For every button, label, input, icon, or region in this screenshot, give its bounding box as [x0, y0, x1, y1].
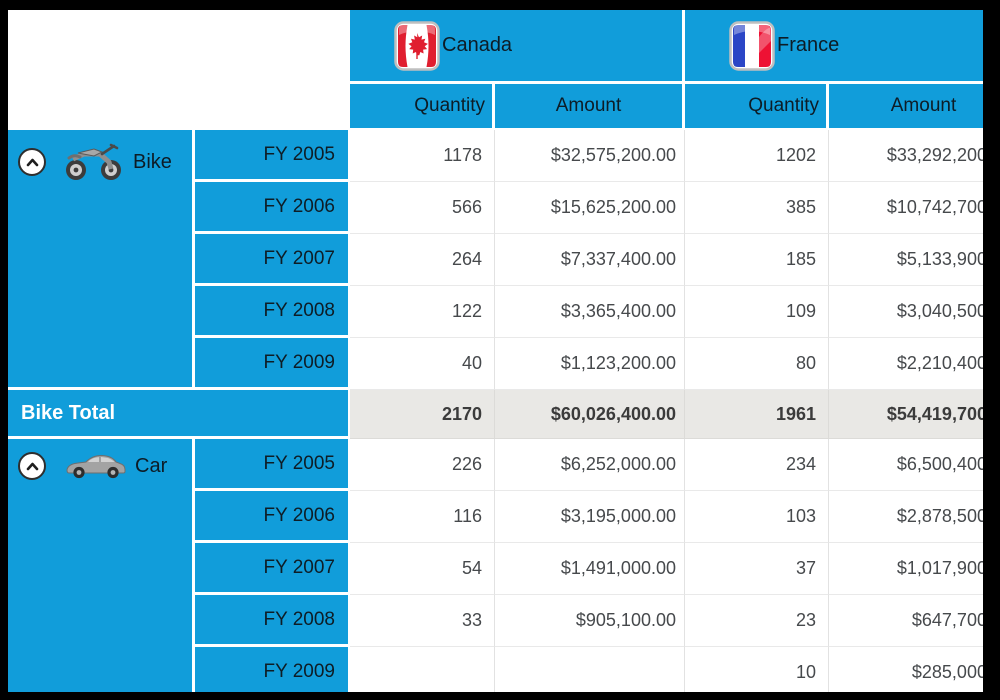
total-cell: 1961	[685, 390, 829, 439]
pivot-corner	[8, 10, 350, 130]
total-cell: $54,419,700.00	[829, 390, 983, 439]
row-group-label: Bike	[133, 150, 172, 173]
collapse-bike-button[interactable]	[18, 148, 46, 176]
value-cell: $15,625,200.00	[495, 182, 685, 234]
value-cell: 566	[350, 182, 495, 234]
row-header-car-fy2005[interactable]: FY 2005	[195, 439, 350, 491]
value-cell: $6,500,400.00	[829, 439, 983, 491]
value-cell: 264	[350, 234, 495, 286]
value-cell: 33	[350, 595, 495, 647]
header-france-amount[interactable]: Amount	[829, 84, 983, 130]
value-cell: $10,742,700.00	[829, 182, 983, 234]
row-header-car-fy2008[interactable]: FY 2008	[195, 595, 350, 647]
value-cell: $3,365,400.00	[495, 286, 685, 338]
value-cell: 185	[685, 234, 829, 286]
value-cell: 116	[350, 491, 495, 543]
value-cell: $1,491,000.00	[495, 543, 685, 595]
value-cell	[495, 647, 685, 692]
row-header-car-fy2006[interactable]: FY 2006	[195, 491, 350, 543]
column-header-france[interactable]: France	[685, 10, 983, 84]
total-cell: 2170	[350, 390, 495, 439]
value-cell: $905,100.00	[495, 595, 685, 647]
value-cell: 109	[685, 286, 829, 338]
pivot-grid: Canada France Quantity Amount Quantity A…	[8, 10, 983, 692]
header-france-quantity[interactable]: Quantity	[685, 84, 829, 130]
value-cell: $2,210,400.00	[829, 338, 983, 390]
row-header-car-fy2007[interactable]: FY 2007	[195, 543, 350, 595]
value-cell: $6,252,000.00	[495, 439, 685, 491]
value-cell: 23	[685, 595, 829, 647]
value-cell: 103	[685, 491, 829, 543]
row-group-car: Car	[8, 439, 195, 692]
column-header-canada[interactable]: Canada	[350, 10, 685, 84]
row-header-car-fy2009[interactable]: FY 2009	[195, 647, 350, 692]
header-canada-amount[interactable]: Amount	[495, 84, 685, 130]
value-cell: $647,700.00	[829, 595, 983, 647]
header-canada-quantity[interactable]: Quantity	[350, 84, 495, 130]
value-cell: 1178	[350, 130, 495, 182]
chevron-up-icon	[26, 462, 38, 470]
column-group-label: France	[777, 34, 840, 56]
row-group-bike: Bike	[8, 130, 195, 390]
value-cell: 37	[685, 543, 829, 595]
value-cell: 226	[350, 439, 495, 491]
value-cell: 80	[685, 338, 829, 390]
row-group-label: Car	[135, 454, 168, 477]
value-cell: 54	[350, 543, 495, 595]
row-header-bike-fy2005[interactable]: FY 2005	[195, 130, 350, 182]
france-flag-icon	[729, 20, 775, 71]
column-group-label: Canada	[442, 34, 513, 56]
value-cell: $1,123,200.00	[495, 338, 685, 390]
row-header-bike-fy2009[interactable]: FY 2009	[195, 338, 350, 390]
row-header-bike-total: Bike Total	[8, 390, 350, 439]
canada-flag-icon	[394, 20, 440, 71]
chevron-up-icon	[26, 158, 38, 166]
value-cell: 234	[685, 439, 829, 491]
row-header-bike-fy2006[interactable]: FY 2006	[195, 182, 350, 234]
value-cell: $3,040,500.00	[829, 286, 983, 338]
value-cell: $5,133,900.00	[829, 234, 983, 286]
row-header-bike-fy2007[interactable]: FY 2007	[195, 234, 350, 286]
value-cell: $285,000.00	[829, 647, 983, 692]
row-header-bike-fy2008[interactable]: FY 2008	[195, 286, 350, 338]
value-cell: $2,878,500.00	[829, 491, 983, 543]
value-cell	[350, 647, 495, 692]
value-cell: $7,337,400.00	[495, 234, 685, 286]
value-cell: $33,292,200.00	[829, 130, 983, 182]
motorcycle-icon	[66, 143, 121, 180]
total-cell: $60,026,400.00	[495, 390, 685, 439]
value-cell: 122	[350, 286, 495, 338]
value-cell: 40	[350, 338, 495, 390]
car-icon	[66, 454, 126, 479]
value-cell: $1,017,900.00	[829, 543, 983, 595]
value-cell: 385	[685, 182, 829, 234]
value-cell: $32,575,200.00	[495, 130, 685, 182]
value-cell: 10	[685, 647, 829, 692]
collapse-car-button[interactable]	[18, 452, 46, 480]
value-cell: $3,195,000.00	[495, 491, 685, 543]
value-cell: 1202	[685, 130, 829, 182]
